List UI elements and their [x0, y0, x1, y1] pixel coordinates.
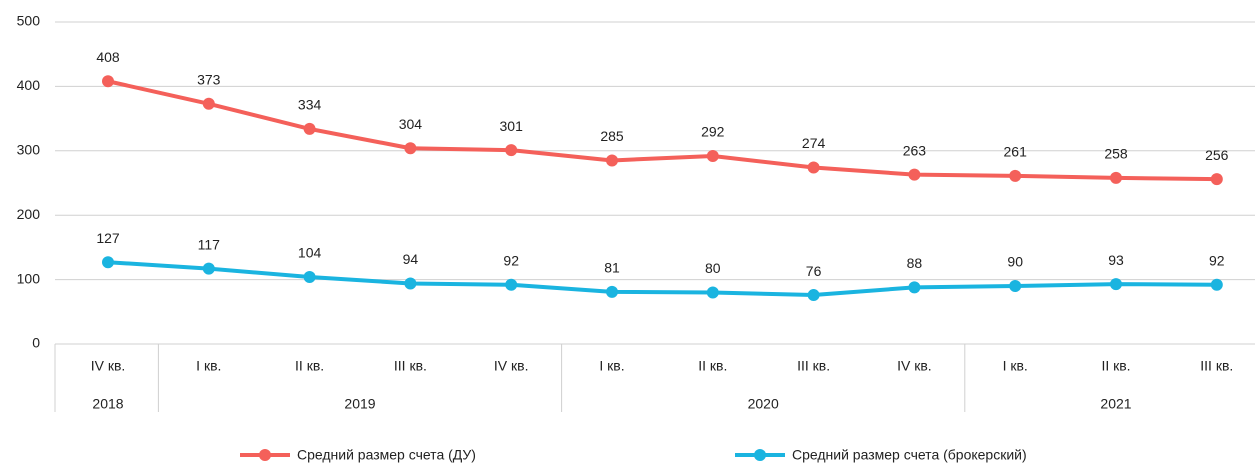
point — [404, 277, 417, 290]
legend-label: Средний размер счета (ДУ) — [297, 447, 476, 463]
point — [202, 97, 215, 110]
data-label: 258 — [1104, 146, 1128, 162]
x-tick-label: IV кв. — [897, 358, 932, 374]
point — [908, 281, 921, 294]
data-label: 76 — [806, 263, 822, 279]
x-tick-label: IV кв. — [91, 358, 126, 374]
point — [1210, 173, 1223, 186]
group-label: 2018 — [92, 396, 123, 412]
x-tick-label: II кв. — [1101, 358, 1130, 374]
x-tick-label: I кв. — [196, 358, 221, 374]
data-label: 94 — [403, 251, 419, 267]
point — [102, 75, 114, 88]
point — [303, 271, 316, 284]
data-label: 408 — [96, 49, 120, 65]
point — [807, 289, 820, 302]
data-label: 373 — [197, 71, 221, 87]
point — [505, 144, 518, 157]
point — [1110, 278, 1122, 291]
series-line — [107, 79, 1217, 182]
x-tick-label: II кв. — [295, 358, 324, 374]
point — [908, 168, 921, 181]
y-tick-label: 400 — [17, 77, 41, 93]
x-tick-label: III кв. — [394, 358, 427, 374]
point — [505, 278, 518, 291]
data-label: 263 — [903, 142, 927, 158]
point — [102, 256, 114, 269]
y-tick-label: 300 — [17, 142, 41, 158]
x-tick-label: IV кв. — [494, 358, 529, 374]
legend-label: Средний размер счета (брокерский) — [792, 447, 1027, 463]
data-label: 261 — [1004, 144, 1028, 160]
data-label: 88 — [907, 255, 923, 271]
data-label: 92 — [503, 252, 519, 268]
point — [1009, 169, 1022, 182]
point — [1210, 278, 1223, 291]
point — [606, 154, 618, 167]
x-tick-label: III кв. — [1200, 358, 1233, 374]
point — [706, 286, 719, 299]
point — [202, 262, 215, 275]
group-label: 2020 — [748, 396, 779, 412]
data-label: 274 — [802, 135, 826, 151]
point — [807, 161, 820, 174]
y-tick-label: 200 — [17, 206, 41, 222]
y-tick-label: 100 — [17, 270, 41, 286]
y-tick-label: 500 — [17, 13, 41, 29]
legend-marker — [754, 449, 766, 461]
data-label: 127 — [96, 230, 120, 246]
data-label: 256 — [1205, 147, 1229, 163]
data-label: 90 — [1007, 254, 1023, 270]
point — [1009, 280, 1022, 293]
x-tick-label: I кв. — [1003, 358, 1028, 374]
point — [706, 149, 719, 162]
group-label: 2021 — [1100, 396, 1131, 412]
point — [303, 122, 316, 135]
data-label: 285 — [600, 128, 624, 144]
series-line — [107, 260, 1217, 298]
data-label: 292 — [701, 124, 725, 140]
point — [1110, 171, 1122, 184]
data-label: 117 — [198, 236, 221, 252]
x-tick-label: I кв. — [599, 358, 624, 374]
point — [404, 142, 417, 155]
x-tick-label: II кв. — [698, 358, 727, 374]
legend-marker — [259, 449, 271, 461]
data-label: 92 — [1209, 252, 1225, 268]
data-label: 301 — [500, 118, 524, 134]
data-label: 104 — [298, 245, 322, 261]
data-label: 304 — [399, 116, 423, 132]
data-label: 334 — [298, 97, 322, 113]
point — [606, 285, 618, 298]
data-label: 93 — [1108, 252, 1124, 268]
x-tick-label: III кв. — [797, 358, 830, 374]
y-tick-label: 0 — [32, 335, 40, 351]
data-label: 80 — [705, 260, 721, 276]
group-label: 2019 — [344, 396, 375, 412]
data-label: 81 — [604, 260, 620, 276]
